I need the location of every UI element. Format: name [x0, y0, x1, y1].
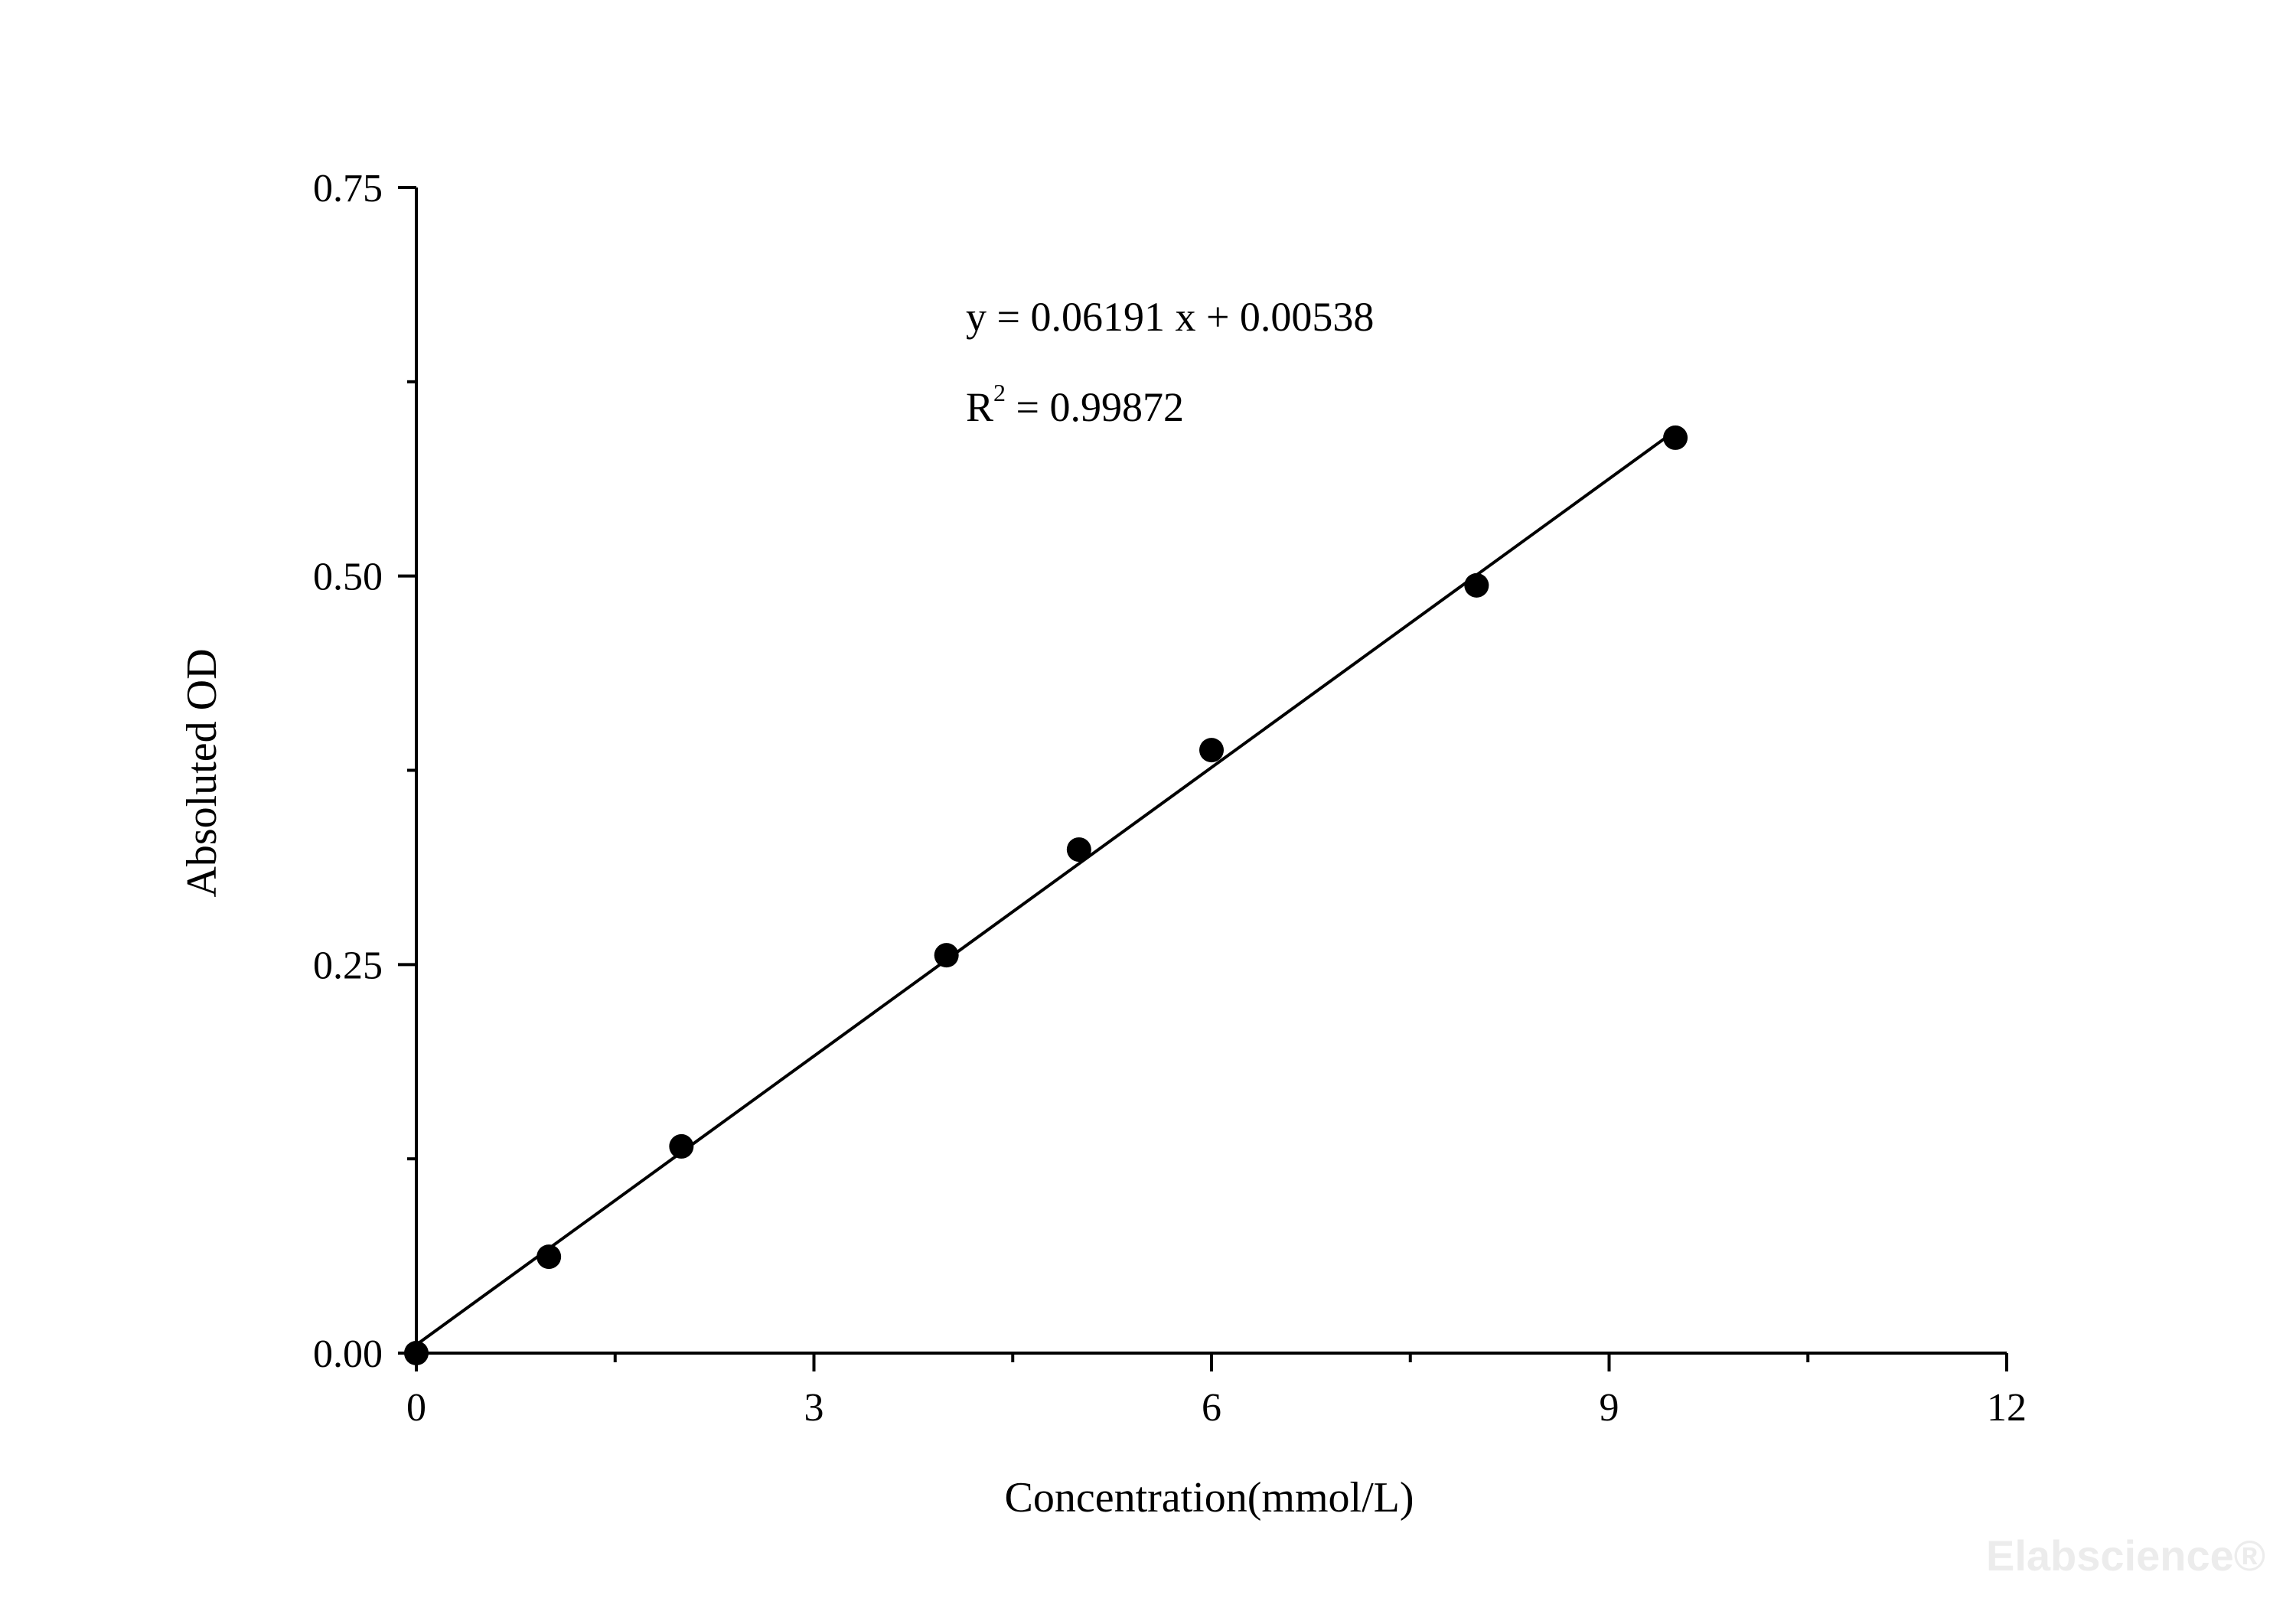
y-axis-title: Absoluted OD: [178, 648, 226, 897]
r-squared-prefix: R: [966, 384, 993, 430]
fit-line-layer: [415, 429, 1677, 1346]
data-point: [536, 1244, 562, 1270]
data-point: [669, 1133, 694, 1159]
y-tick-label: 0.50: [313, 556, 383, 599]
data-point: [1464, 572, 1489, 598]
x-tick-label: 0: [406, 1386, 426, 1430]
r-squared-superscript: 2: [993, 379, 1006, 406]
data-point: [934, 943, 959, 968]
r-squared-value: = 0.99872: [1006, 384, 1184, 430]
data-point: [404, 1341, 429, 1365]
data-points: [404, 425, 1688, 1365]
x-tick-label: 9: [1600, 1386, 1619, 1430]
data-point: [1199, 738, 1224, 763]
x-tick-label: 3: [804, 1386, 824, 1430]
y-tick-label: 0.75: [313, 167, 383, 210]
x-axis-title: Concentration(mmol/L): [1005, 1474, 1414, 1521]
data-point: [1066, 837, 1091, 863]
data-point: [1663, 425, 1688, 450]
watermark-logo: Elabscience®: [1986, 1531, 2265, 1580]
y-tick-label: 0.25: [313, 944, 383, 987]
ticks: 0 3 6 9 12 0.00 0.25 0.50 0.75: [313, 167, 2027, 1430]
x-tick-label: 12: [1987, 1386, 2027, 1430]
r-squared: R2 = 0.99872: [966, 379, 1184, 430]
fit-line: [415, 429, 1677, 1346]
x-tick-label: 6: [1202, 1386, 1221, 1430]
axes: [415, 188, 2007, 1355]
fit-equation: y = 0.06191 x + 0.00538: [966, 294, 1374, 340]
y-tick-label: 0.00: [313, 1332, 383, 1376]
